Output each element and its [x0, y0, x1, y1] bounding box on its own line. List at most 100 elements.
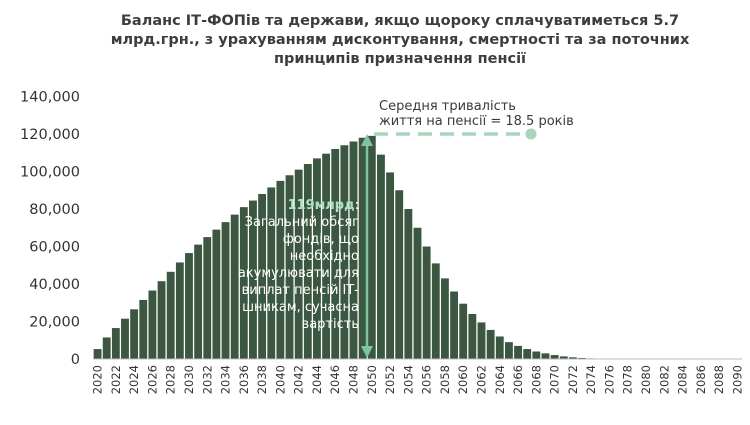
x-tick-label: 2032 — [200, 365, 214, 394]
x-tick-label: 2024 — [127, 365, 141, 394]
x-tick-label: 2072 — [566, 365, 580, 394]
bar-2045 — [322, 153, 331, 359]
bar-2039 — [267, 187, 276, 359]
bar-2052 — [386, 172, 395, 359]
bar-2059 — [450, 291, 458, 359]
x-tick-label: 2084 — [676, 365, 690, 394]
x-tick-label: 2082 — [657, 365, 671, 394]
peak-annotation-line-2: Загальний обсяг — [245, 215, 360, 230]
x-tick-label: 2058 — [438, 365, 452, 394]
y-tick-label: 20,000 — [29, 315, 80, 331]
bar-2068 — [532, 351, 541, 359]
x-tick-label: 2034 — [219, 365, 233, 394]
bar-2072 — [568, 357, 577, 359]
y-tick-label: 40,000 — [29, 277, 80, 293]
x-tick-label: 2030 — [182, 365, 196, 394]
x-tick-label: 2050 — [365, 365, 379, 394]
x-tick-label: 2074 — [584, 365, 598, 394]
bar-2065 — [504, 342, 513, 360]
x-tick-label: 2066 — [511, 365, 525, 394]
bar-2070 — [550, 355, 559, 359]
x-tick-label: 2022 — [109, 365, 123, 394]
peak-annotation-line-3: фондів, що — [283, 232, 359, 247]
bar-2064 — [495, 336, 504, 359]
x-tick-label: 2040 — [273, 365, 287, 394]
life-annotation-line-2: життя на пенсії = 18.5 років — [379, 114, 574, 129]
x-tick-label: 2064 — [493, 365, 507, 394]
bar-2042 — [294, 169, 303, 360]
bar-2058 — [440, 278, 449, 360]
x-tick-label: 2062 — [475, 365, 489, 394]
y-axis-ticks: 0 20,000 40,000 60,000 80,000 100,000 120,000 1… — [20, 90, 80, 369]
bar-2023 — [121, 318, 129, 359]
bar-2034 — [221, 222, 230, 360]
bar-2053 — [395, 190, 404, 359]
x-tick-label: 2088 — [712, 365, 726, 394]
bar-2050 — [367, 135, 376, 360]
bar-2043 — [303, 164, 312, 359]
bar-2066 — [514, 345, 522, 360]
y-tick-label: 120,000 — [20, 127, 80, 143]
bar-2062 — [477, 322, 486, 359]
bar-2031 — [194, 244, 203, 360]
peak-annotation-line-6: виплат пенсій ІТ- — [242, 283, 360, 298]
x-tick-label: 2036 — [237, 365, 251, 394]
y-tick-label: 140,000 — [20, 90, 80, 106]
bar-2022 — [111, 328, 120, 359]
peak-annotation-line-1: 119млрд: — [288, 198, 359, 213]
life-expectancy-marker — [374, 128, 537, 140]
bar-2055 — [413, 227, 422, 359]
bar-2024 — [130, 309, 139, 359]
y-tick-label: 100,000 — [20, 165, 80, 181]
bars — [93, 135, 650, 360]
bar-2025 — [139, 299, 148, 359]
bar-2035 — [230, 214, 239, 360]
bar-2020 — [93, 349, 102, 359]
peak-annotation-line-7: шникам, сучасна — [242, 300, 359, 315]
bar-2040 — [276, 180, 285, 360]
bar-2027 — [157, 281, 166, 359]
x-tick-label: 2042 — [292, 365, 306, 394]
x-tick-label: 2052 — [383, 365, 397, 394]
bar-2044 — [313, 158, 321, 360]
peak-annotation-line-4: необхідно — [290, 249, 359, 264]
bar-2026 — [148, 290, 157, 359]
bar-2054 — [404, 209, 413, 359]
x-tick-label: 2026 — [145, 365, 159, 394]
bar-2048 — [349, 141, 358, 359]
life-annotation-line-1: Середня тривалість — [379, 99, 516, 114]
x-tick-label: 2070 — [548, 365, 562, 394]
bar-2041 — [285, 175, 294, 359]
x-tick-label: 2046 — [328, 365, 342, 394]
x-axis-ticks: 2020 2022 2024 2026 2028 2030 2032 2034 2036 2038… — [91, 365, 745, 394]
bar-2028 — [166, 271, 175, 359]
x-tick-label: 2086 — [694, 365, 708, 394]
bar-2063 — [486, 329, 495, 359]
bar-2021 — [102, 337, 111, 359]
x-tick-label: 2056 — [420, 365, 434, 394]
chart-title: Баланс ІТ-ФОПів та держави, якщо щороку … — [60, 12, 740, 69]
y-tick-label: 80,000 — [29, 202, 80, 218]
bar-2067 — [523, 349, 532, 359]
bar-2071 — [559, 356, 568, 360]
bar-2030 — [185, 253, 193, 359]
bar-2047 — [340, 145, 349, 359]
y-tick-label: 0 — [71, 352, 80, 368]
chart-title-line-3: принципів призначення пенсії — [273, 51, 527, 67]
bar-2073 — [578, 357, 586, 359]
x-tick-label: 2028 — [164, 365, 178, 394]
x-tick-label: 2044 — [310, 365, 324, 394]
x-tick-label: 2060 — [456, 365, 470, 394]
bar-2032 — [203, 237, 212, 360]
x-tick-label: 2078 — [621, 365, 635, 394]
x-tick-label: 2090 — [730, 365, 744, 394]
bar-2036 — [239, 207, 248, 360]
bar-2038 — [258, 194, 267, 359]
y-tick-label: 60,000 — [29, 240, 80, 256]
x-tick-label: 2054 — [401, 365, 415, 394]
bar-2029 — [175, 262, 184, 359]
chart-title-line-1: Баланс ІТ-ФОПів та держави, якщо щороку … — [120, 13, 680, 29]
x-tick-label: 2076 — [603, 365, 617, 394]
x-tick-label: 2038 — [255, 365, 269, 394]
